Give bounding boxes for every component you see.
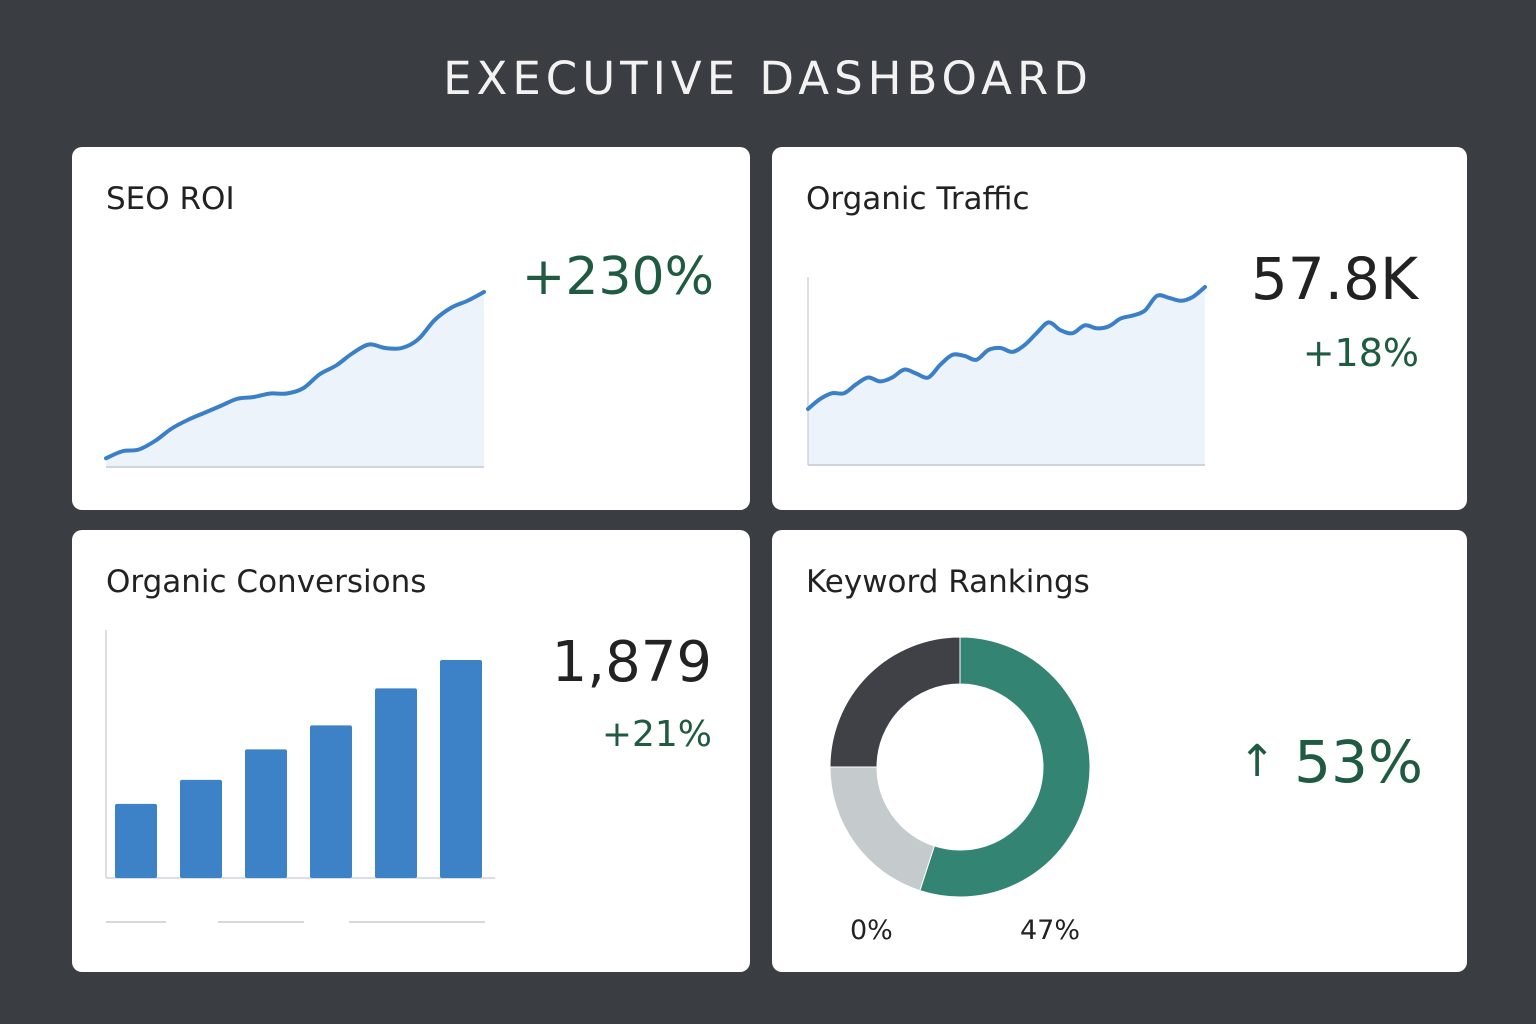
bar: [245, 749, 287, 878]
series-line: [806, 285, 1207, 411]
seo-roi-area-chart: [104, 290, 486, 468]
organic-traffic-area-chart: [806, 277, 1207, 466]
bar: [375, 688, 417, 878]
area-fill: [106, 292, 484, 467]
card-organic-conversions: Organic Conversions 1,879 +21%: [72, 530, 750, 972]
keyword-rankings-change-value: 53%: [1294, 728, 1423, 796]
bar: [180, 779, 222, 878]
arrow-up-icon: ↑: [1238, 736, 1276, 787]
donut-label: 0%: [850, 915, 893, 946]
donut-slice: [829, 636, 961, 768]
organic-conversions-value: 1,879: [551, 630, 712, 695]
bar: [310, 725, 352, 878]
seo-roi-value: +230%: [521, 247, 714, 307]
organic-conversions-change: +21%: [601, 714, 712, 755]
keyword-rankings-donut-chart: [829, 636, 1091, 898]
card-title: Organic Traffic: [806, 181, 1030, 217]
card-title: SEO ROI: [106, 181, 235, 217]
card-title: Organic Conversions: [106, 564, 427, 600]
area-fill: [808, 287, 1205, 465]
donut-slice: [829, 766, 935, 892]
card-organic-traffic: Organic Traffic 57.8K +18%: [772, 147, 1467, 510]
donut-label: 47%: [1020, 915, 1081, 946]
keyword-rankings-change: ↑ 53%: [1239, 728, 1423, 796]
donut-slice: [919, 636, 1091, 898]
card-keyword-rankings: Keyword Rankings 0% 47% ↑ 53%: [772, 530, 1467, 972]
bar: [440, 660, 482, 878]
series-line: [104, 290, 486, 461]
card-title: Keyword Rankings: [806, 564, 1090, 600]
page-title: EXECUTIVE DASHBOARD: [443, 52, 1093, 105]
card-seo-roi: SEO ROI +230%: [72, 147, 750, 510]
organic-conversions-bar-chart: [105, 630, 495, 923]
organic-traffic-value: 57.8K: [1250, 245, 1418, 313]
bar: [115, 803, 157, 878]
organic-traffic-change: +18%: [1302, 331, 1419, 375]
